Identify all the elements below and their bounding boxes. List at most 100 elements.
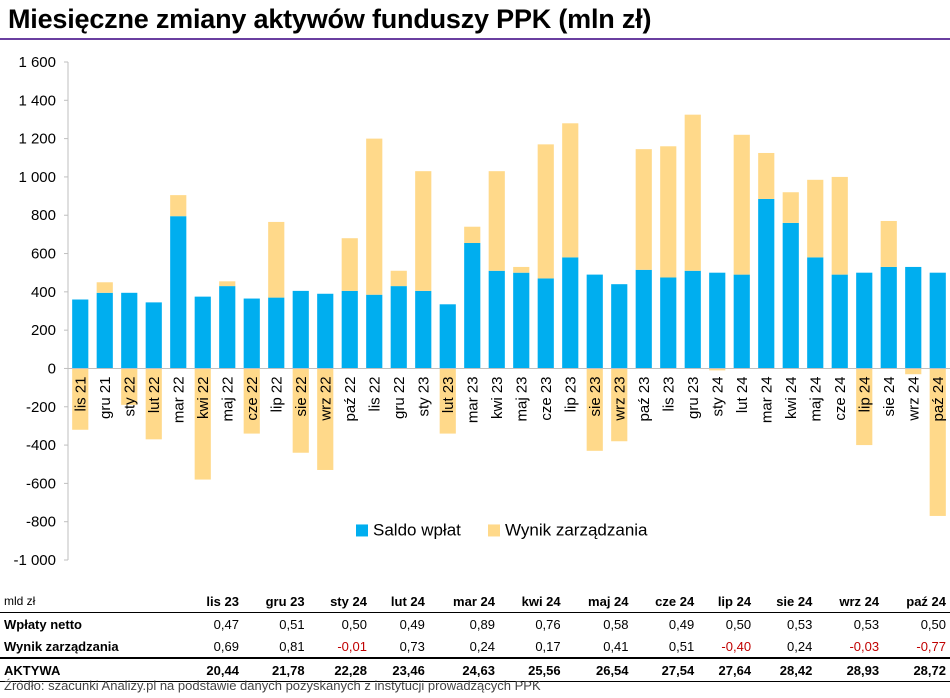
- bar-wynik-zarzadzania: [439, 368, 456, 434]
- table-column-header: gru 23: [265, 593, 305, 609]
- bar-wynik-zarzadzania: [219, 281, 236, 287]
- bar-saldo-wplat: [635, 269, 652, 369]
- table-cell: 0,81: [279, 638, 305, 654]
- bar-wynik-zarzadzania: [562, 123, 579, 258]
- y-tick-label: -400: [26, 437, 56, 454]
- legend-swatch-wynik: [488, 524, 500, 537]
- table-column-header: lip 24: [717, 593, 752, 609]
- bar-saldo-wplat: [464, 243, 481, 369]
- x-tick-label: gru 23: [685, 376, 702, 419]
- bar-wynik-zarzadzania: [856, 368, 873, 446]
- legend-swatch-saldo: [356, 524, 368, 537]
- bar-saldo-wplat: [586, 274, 603, 369]
- bar-saldo-wplat: [96, 292, 113, 369]
- bar-saldo-wplat: [880, 266, 897, 369]
- table-cell: 0,50: [920, 616, 946, 632]
- table-cell: 27,54: [661, 662, 695, 678]
- x-tick-label: lut 22: [146, 376, 163, 413]
- table-row: Wynik zarządzania 0,69 0,81 -0,01 0,73 0,24 0,…: [0, 635, 950, 658]
- table-cell: 21,78: [272, 662, 305, 678]
- x-tick-label: mar 24: [758, 376, 775, 423]
- x-tick-label: cze 23: [538, 376, 555, 420]
- y-tick-label: 1 200: [18, 131, 56, 148]
- table-cell: 24,63: [462, 662, 495, 678]
- table-cell: 0,51: [668, 638, 695, 654]
- table-cell: 0,73: [399, 638, 425, 654]
- x-tick-label: maj 24: [807, 376, 824, 421]
- bar-saldo-wplat: [268, 297, 285, 369]
- bar-saldo-wplat: [292, 290, 309, 369]
- bar-saldo-wplat: [856, 272, 873, 369]
- bar-wynik-zarzadzania: [782, 192, 799, 223]
- bar-wynik-zarzadzania: [72, 368, 89, 430]
- table-cell: -0,03: [849, 638, 880, 654]
- y-tick-label: -200: [26, 399, 56, 416]
- table-cell: 28,93: [846, 662, 880, 678]
- x-tick-label: lut 24: [734, 376, 751, 413]
- x-tick-label: maj 22: [219, 376, 236, 421]
- x-tick-label: wrz 23: [611, 376, 628, 421]
- x-tick-label: kwi 24: [783, 376, 800, 419]
- x-tick-label: maj 23: [513, 376, 530, 421]
- x-tick-label: kwi 22: [195, 376, 212, 419]
- bar-wynik-zarzadzania: [831, 176, 848, 275]
- data-table: mld zł lis 23 gru 23 sty 24 lut 24 mar 24 kwi…: [0, 590, 950, 682]
- bar-wynik-zarzadzania: [170, 195, 187, 217]
- bar-saldo-wplat: [905, 266, 922, 369]
- x-tick-label: gru 22: [391, 376, 408, 419]
- table-cell: 0,51: [279, 616, 305, 632]
- bar-wynik-zarzadzania: [366, 138, 383, 295]
- table-column-header: wrz 24: [839, 593, 880, 609]
- bar-wynik-zarzadzania: [684, 114, 701, 271]
- y-tick-label: 1 000: [18, 169, 56, 186]
- table-cell: -0,40: [721, 638, 752, 654]
- bar-saldo-wplat: [929, 272, 946, 369]
- bar-wynik-zarzadzania: [317, 368, 334, 470]
- bar-wynik-zarzadzania: [905, 368, 922, 375]
- table-cell: 0,53: [853, 616, 880, 632]
- x-tick-label: sie 24: [881, 376, 898, 416]
- table-cell: 0,69: [213, 638, 239, 654]
- x-tick-label: lip 23: [562, 376, 579, 412]
- x-tick-label: sty 22: [121, 376, 138, 416]
- bar-wynik-zarzadzania: [660, 146, 677, 278]
- bar-saldo-wplat: [243, 298, 260, 369]
- table-cell: 0,41: [603, 638, 629, 654]
- x-tick-label: mar 23: [464, 376, 481, 423]
- table-column-header: sie 24: [776, 593, 813, 609]
- x-tick-label: lip 22: [268, 376, 285, 412]
- bar-saldo-wplat: [317, 293, 334, 369]
- table-column-header: sty 24: [330, 593, 367, 609]
- x-tick-label: sie 23: [587, 376, 604, 416]
- x-tick-label: paź 24: [930, 376, 947, 421]
- y-tick-label: 200: [31, 322, 56, 339]
- table-cell: 0,89: [469, 616, 495, 632]
- bar-saldo-wplat: [537, 278, 554, 369]
- bar-wynik-zarzadzania: [513, 266, 530, 273]
- x-tick-label: lis 23: [660, 376, 677, 411]
- table-cell: 0,50: [341, 616, 367, 632]
- x-tick-label: mar 22: [170, 376, 187, 423]
- table-cell: 0,24: [787, 638, 813, 654]
- bar-wynik-zarzadzania: [733, 134, 750, 275]
- bar-wynik-zarzadzania: [145, 368, 162, 440]
- bar-wynik-zarzadzania: [415, 171, 432, 291]
- bar-chart: -1 000 -800 -600 -400 -200 0 200 400 600 800 1 000…: [13, 54, 950, 569]
- x-tick-label: lut 23: [440, 376, 457, 413]
- table-column-header: kwi 24: [521, 593, 561, 609]
- x-tick-label: wrz 24: [905, 376, 922, 421]
- x-tick-label: lip 24: [856, 376, 873, 412]
- x-tick-label: cze 22: [244, 376, 261, 420]
- bar-wynik-zarzadzania: [611, 368, 628, 442]
- bar-wynik-zarzadzania: [929, 368, 946, 516]
- table-cell: 0,24: [469, 638, 495, 654]
- bar-wynik-zarzadzania: [268, 221, 285, 298]
- y-tick-label: 1 600: [18, 54, 56, 71]
- bar-saldo-wplat: [219, 286, 236, 369]
- bar-wynik-zarzadzania: [537, 144, 554, 279]
- table-cell: 23,46: [392, 662, 425, 678]
- bar-saldo-wplat: [831, 274, 848, 369]
- bar-wynik-zarzadzania: [880, 220, 897, 267]
- table-cell: 26,54: [595, 662, 629, 678]
- table-cell: -0,01: [337, 638, 367, 654]
